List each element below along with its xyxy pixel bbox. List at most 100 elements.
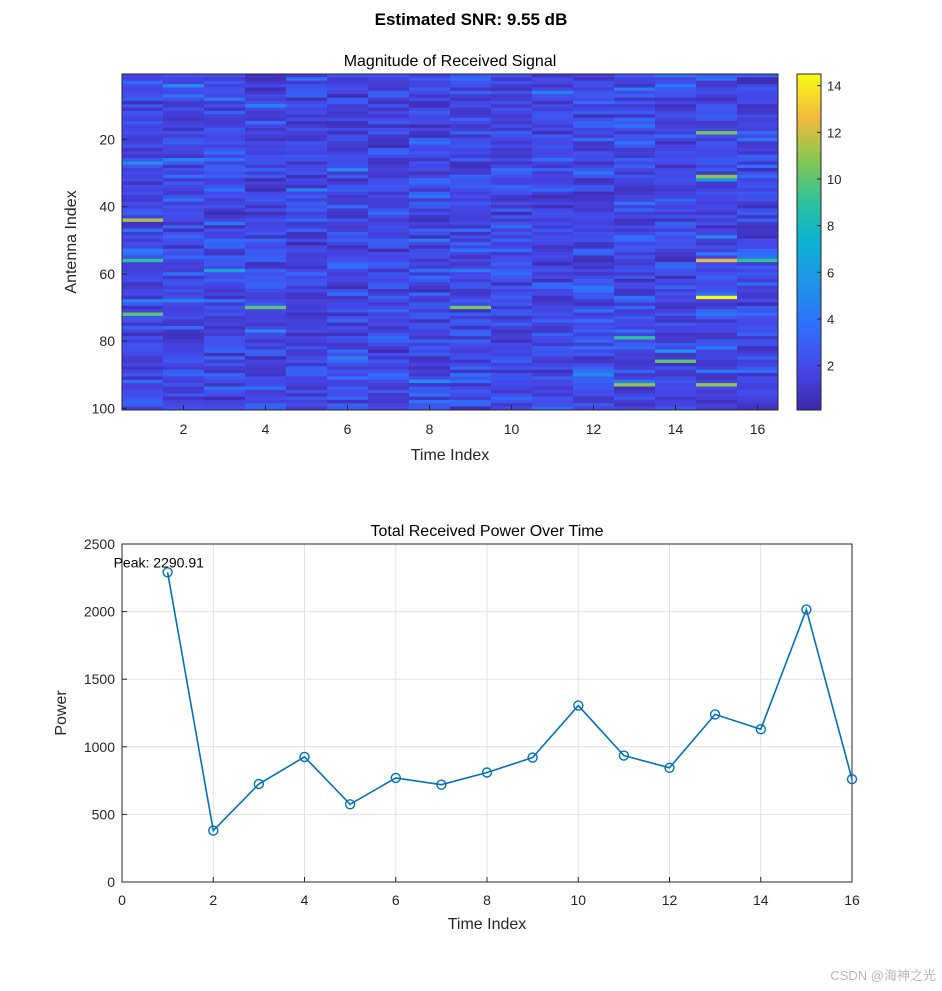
heatmap-cell — [409, 137, 451, 142]
heatmap-cell — [163, 110, 205, 115]
heatmap-cell — [491, 235, 533, 240]
heatmap-cell — [696, 134, 738, 139]
heatmap-cell — [327, 181, 369, 186]
heatmap-cell — [122, 198, 164, 203]
heatmap-cell — [409, 339, 451, 344]
heatmap-cell — [655, 225, 697, 230]
heatmap-cell — [532, 151, 574, 156]
heatmap-cell — [122, 275, 164, 280]
heatmap-cell — [614, 336, 656, 340]
heatmap-cell — [696, 114, 738, 119]
heatmap-cell — [409, 90, 451, 95]
heatmap-cell — [409, 242, 451, 246]
heatmap-cell — [327, 275, 369, 280]
heatmap-cell — [327, 211, 369, 216]
heatmap-cell — [163, 356, 205, 361]
heatmap-cell — [573, 319, 615, 324]
heatmap-cell — [696, 161, 738, 166]
heatmap-cell — [655, 208, 697, 213]
heatmap-cell — [655, 74, 697, 78]
heatmap-cell — [245, 349, 287, 354]
heatmap-cell — [327, 359, 369, 364]
heatmap-cell — [368, 383, 410, 387]
heatmap-cell — [737, 205, 779, 209]
heatmap-cell — [409, 171, 451, 176]
heatmap-cell — [409, 104, 451, 109]
heatmap-cell — [532, 346, 574, 351]
heatmap-cell — [327, 278, 369, 283]
heatmap-cell — [573, 194, 615, 199]
heatmap-cell — [122, 265, 164, 270]
heatmap-cell — [245, 305, 287, 310]
heatmap-cell — [286, 137, 328, 142]
heatmap-cell — [122, 376, 164, 381]
heatmap-cell — [327, 168, 369, 172]
heatmap-cell — [286, 252, 328, 256]
heatmap-cell — [491, 292, 533, 297]
heatmap-cell — [409, 228, 451, 233]
heatmap-cell — [409, 181, 451, 186]
heatmap-cell — [696, 154, 738, 159]
heatmap-cell — [368, 87, 410, 92]
heatmap-cell — [450, 265, 492, 270]
heatmap-cell — [532, 188, 574, 193]
heatmap-cell — [286, 406, 328, 411]
heatmap-cell — [696, 332, 738, 337]
heatmap-cell — [614, 110, 656, 115]
heatmap-cell — [122, 235, 164, 240]
heatmap-cell — [409, 127, 451, 132]
heatmap-cell — [163, 104, 205, 109]
heatmap-cell — [204, 161, 246, 166]
heatmap-cell — [122, 127, 164, 132]
heatmap-cell — [163, 94, 205, 99]
data-point — [801, 604, 812, 615]
heatmap-cell — [655, 164, 697, 169]
heatmap-cell — [204, 201, 246, 206]
heatmap-cell — [737, 376, 779, 381]
heatmap-cell — [491, 339, 533, 344]
heatmap-cell — [327, 322, 369, 327]
heatmap-cell — [737, 147, 779, 152]
heatmap-cell — [163, 231, 205, 236]
heatmap-cell — [163, 114, 205, 119]
heatmap-cell — [409, 161, 451, 166]
heatmap-cell — [163, 305, 205, 310]
heatmap-cell — [409, 319, 451, 324]
heatmap-cell — [368, 319, 410, 324]
heatmap-cell — [491, 77, 533, 82]
heatmap-cell — [368, 268, 410, 273]
heatmap-cell — [450, 272, 492, 277]
heatmap-cell — [450, 127, 492, 132]
heatmap-cell — [327, 389, 369, 394]
heatmap-cell — [245, 124, 287, 129]
heatmap-cell — [245, 194, 287, 199]
heatmap-cell — [532, 154, 574, 159]
heatmap-cell — [327, 231, 369, 236]
heatmap-cell — [450, 121, 492, 125]
heatmap-cell — [245, 231, 287, 236]
heatmap-cell — [122, 315, 164, 320]
heatmap-cell — [122, 309, 164, 314]
heatmap-cell — [245, 188, 287, 193]
heatmap-cell — [327, 312, 369, 317]
heatmap-cell — [573, 114, 615, 119]
heatmap-cell — [450, 248, 492, 253]
heatmap-cell — [532, 299, 574, 303]
heatmap-cell — [204, 282, 246, 287]
heatmap-cell — [450, 211, 492, 216]
heatmap-cell — [573, 121, 615, 125]
heatmap-cell — [245, 164, 287, 169]
heatmap-cell — [573, 164, 615, 169]
heatmap-cell — [163, 309, 205, 314]
heatmap-cell — [450, 352, 492, 357]
heatmap-cell — [450, 329, 492, 334]
heatmap-cell — [286, 235, 328, 240]
heatmap-cell — [614, 326, 656, 330]
heatmap-cell — [532, 362, 574, 367]
heatmap-cell — [368, 134, 410, 139]
heatmap-cell — [573, 356, 615, 361]
heatmap-cell — [286, 393, 328, 398]
heatmap-cell — [163, 252, 205, 256]
heatmap-cell — [327, 339, 369, 344]
heatmap-cell — [491, 373, 533, 377]
